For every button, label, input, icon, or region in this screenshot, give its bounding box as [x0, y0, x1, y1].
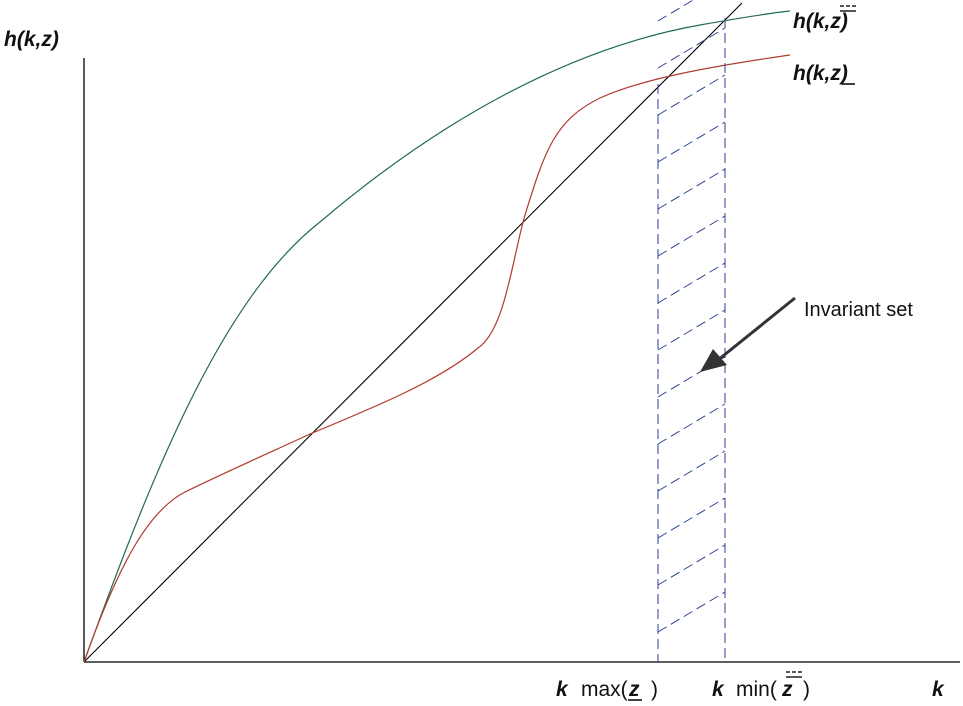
x-axis-label: k — [932, 678, 945, 701]
kmax-k: k — [556, 678, 569, 701]
hatch-line — [657, 450, 726, 492]
lower-curve-label: h(k,z) — [793, 62, 848, 85]
hatch-line — [657, 168, 726, 210]
hatch-line — [657, 591, 726, 633]
kmin-text: min( — [736, 678, 777, 701]
kmax-text: max( — [581, 678, 628, 701]
kmax-z: z — [628, 678, 640, 701]
hatch-lines — [657, 0, 726, 633]
upper-curve-label-bars — [840, 5, 856, 12]
hatch-line — [657, 497, 726, 539]
hatch-line — [657, 403, 726, 445]
hatch-line — [657, 309, 726, 351]
kmin-z: z — [781, 678, 793, 701]
hatch-line — [657, 215, 726, 257]
hatch-line — [657, 74, 726, 116]
kmax-close: ) — [651, 678, 658, 701]
lower-curve — [83, 54, 791, 663]
hatch-line — [657, 544, 726, 586]
invariant-set-label: Invariant set — [804, 299, 913, 321]
hatch-line — [657, 262, 726, 304]
kmin-close: ) — [803, 678, 810, 701]
hatch-line — [657, 27, 726, 69]
hatch-line — [657, 0, 695, 22]
kmin-z-bars — [786, 671, 802, 678]
invariant-set-arrow — [700, 296, 796, 372]
hatch-line — [657, 121, 726, 163]
upper-curve-label: h(k,z) — [793, 10, 848, 33]
y-axis-label: h(k,z) — [4, 28, 59, 51]
invariant-set-region — [657, 0, 726, 662]
kmin-k: k — [712, 678, 725, 701]
upper-curve — [83, 10, 791, 663]
diagonal-45-line — [83, 2, 743, 663]
